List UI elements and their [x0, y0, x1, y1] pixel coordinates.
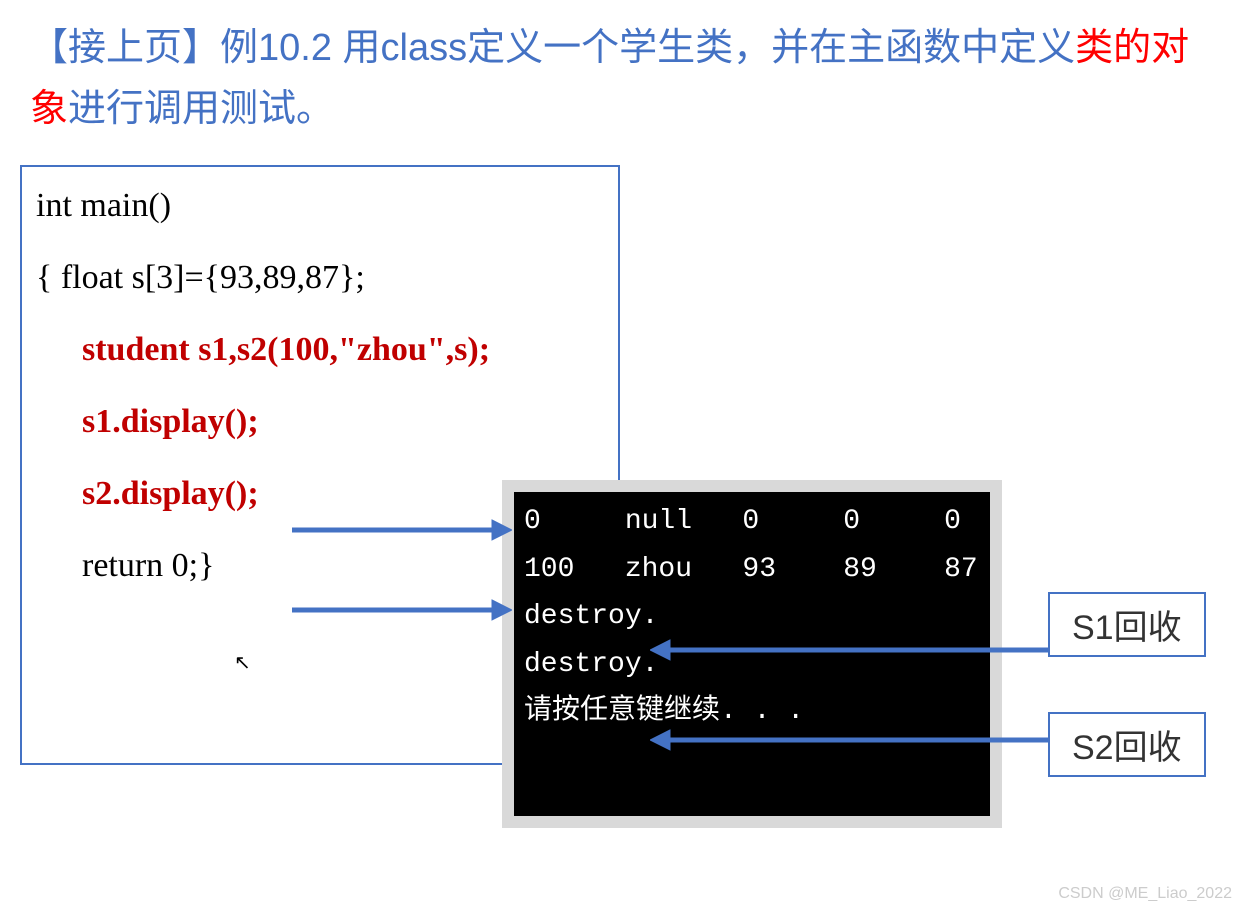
slide-title: 【接上页】例10.2 用class定义一个学生类，并在主函数中定义类的对象进行调…	[0, 0, 1252, 140]
arrow-s1-display	[292, 510, 512, 550]
label-s1-recycle: S1回收	[1048, 592, 1206, 657]
code-line-4: s1.display();	[36, 403, 604, 441]
code-line-3: student s1,s2(100,"zhou",s);	[36, 331, 604, 369]
console-row-1: 0 null 0 0 0	[524, 506, 961, 537]
code-line-2: { float s[3]={93,89,87};	[36, 259, 604, 297]
console-row-4: destroy.	[524, 649, 658, 680]
title-part2: 进行调用测试。	[68, 88, 334, 130]
console-row-3: destroy.	[524, 601, 658, 632]
console-row-2: 100 zhou 93 89 87	[524, 554, 978, 585]
code-line-1: int main()	[36, 187, 604, 225]
arrow-s1-recycle	[650, 630, 1050, 670]
cursor-icon: ↖	[234, 650, 251, 675]
arrow-s2-display	[292, 590, 512, 630]
label-s2-recycle: S2回收	[1048, 712, 1206, 777]
watermark: CSDN @ME_Liao_2022	[1058, 885, 1232, 903]
arrow-s2-recycle	[650, 720, 1050, 760]
title-part1: 【接上页】例10.2 用class定义一个学生类，并在主函数中定义	[30, 27, 1075, 69]
